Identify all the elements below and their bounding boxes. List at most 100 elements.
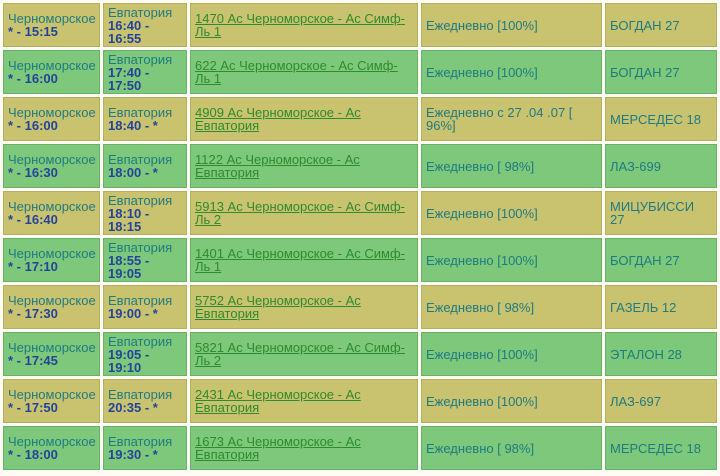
schedule-row: Черноморское * - 17:50 Евпатория 20:35 -… (3, 379, 717, 423)
arrival-station-label: Евпатория (108, 192, 173, 208)
bus-cell: МИЦУБИССИ 27 (605, 191, 717, 235)
departure-station-label: Черноморское (8, 152, 96, 167)
schedule-cell: Ежедневно [100%] (421, 379, 602, 423)
route-cell: 622 Ас Черноморское - Ас Симф-Ль 1 (190, 50, 418, 94)
schedule-cell: Ежедневно [100%] (421, 238, 602, 282)
departure-cell: Черноморское * - 18:00 (3, 426, 100, 470)
arrival-station-label: Евпатория (108, 387, 173, 402)
route-link[interactable]: 4909 Ас Черноморское - Ас Евпатория (195, 105, 361, 133)
departure-time: * - 17:30 (8, 306, 58, 321)
route-link[interactable]: 5913 Ас Черноморское - Ас Симф-Ль 2 (195, 199, 405, 227)
arrival-time: 18:55 - 19:05 (108, 252, 150, 281)
arrival-cell: Евпатория 16:40 - 16:55 (103, 3, 187, 47)
schedule-cell: Ежедневно [100%] (421, 191, 602, 235)
bus-type-label: МИЦУБИССИ 27 (610, 199, 695, 227)
departure-station-label: Черноморское (8, 105, 96, 120)
bus-type-label: МЕРСЕДЕС 18 (610, 440, 702, 456)
arrival-time: 19:05 - 19:10 (108, 346, 150, 375)
route-link[interactable]: 5821 Ас Черноморское - Ас Симф-Ль 2 (195, 340, 405, 368)
schedule-row: Черноморское * - 18:00 Евпатория 19:30 -… (3, 426, 717, 470)
departure-cell: Черноморское * - 16:40 (3, 191, 100, 235)
departure-time: * - 15:15 (8, 24, 58, 39)
route-cell: 5821 Ас Черноморское - Ас Симф-Ль 2 (190, 332, 418, 376)
schedule-row: Черноморское * - 16:30 Евпатория 18:00 -… (3, 144, 717, 188)
route-cell: 5913 Ас Черноморское - Ас Симф-Ль 2 (190, 191, 418, 235)
schedule-row: Черноморское * - 17:10 Евпатория 18:55 -… (3, 238, 717, 282)
departure-time: * - 17:10 (8, 259, 58, 274)
schedule-frequency-label: Ежедневно [ 98%] (426, 440, 535, 456)
departure-station-label: Черноморское (8, 387, 96, 402)
schedule-frequency-label: Ежедневно [100%] (426, 346, 538, 362)
departure-station-label: Черноморское (8, 293, 96, 308)
arrival-cell: Евпатория 19:00 - * (103, 285, 187, 329)
route-link[interactable]: 1470 Ас Черноморское - Ас Симф-Ль 1 (195, 11, 405, 39)
departure-station-label: Черноморское (8, 58, 96, 73)
departure-cell: Черноморское * - 16:00 (3, 50, 100, 94)
bus-cell: ГАЗЕЛЬ 12 (605, 285, 717, 329)
route-link[interactable]: 1401 Ас Черноморское - Ас Симф-Ль 1 (195, 246, 405, 274)
arrival-station-label: Евпатория (108, 105, 173, 120)
departure-station-label: Черноморское (8, 340, 96, 355)
arrival-station-label: Евпатория (108, 434, 173, 449)
departure-time: * - 16:00 (8, 118, 58, 133)
schedule-cell: Ежедневно [100%] (421, 50, 602, 94)
departure-time: * - 17:50 (8, 400, 58, 415)
route-cell: 1470 Ас Черноморское - Ас Симф-Ль 1 (190, 3, 418, 47)
bus-type-label: БОГДАН 27 (610, 64, 680, 80)
departure-time: * - 16:40 (8, 212, 58, 227)
departure-time: * - 16:30 (8, 165, 58, 180)
arrival-time: 19:00 - * (108, 306, 158, 321)
schedule-frequency-label: Ежедневно [100%] (426, 17, 538, 33)
schedule-frequency-label: Ежедневно [ 98%] (426, 158, 535, 174)
schedule-cell: Ежедневно [ 98%] (421, 144, 602, 188)
arrival-cell: Евпатория 18:55 - 19:05 (103, 238, 187, 282)
arrival-cell: Евпатория 18:40 - * (103, 97, 187, 141)
route-link[interactable]: 5752 Ас Черноморское - Ас Евпатория (195, 293, 361, 321)
bus-cell: ЛАЗ-697 (605, 379, 717, 423)
route-link[interactable]: 2431 Ас Черноморское - Ас Евпатория (195, 387, 361, 415)
schedule-frequency-label: Ежедневно [100%] (426, 64, 538, 80)
bus-cell: МЕРСЕДЕС 18 (605, 426, 717, 470)
bus-type-label: МЕРСЕДЕС 18 (610, 111, 702, 127)
bus-type-label: БОГДАН 27 (610, 252, 680, 268)
schedule-cell: Ежедневно [100%] (421, 3, 602, 47)
departure-station-label: Черноморское (8, 11, 96, 26)
departure-cell: Черноморское * - 16:30 (3, 144, 100, 188)
arrival-station-label: Евпатория (108, 293, 173, 308)
arrival-cell: Евпатория 18:10 - 18:15 (103, 191, 187, 235)
schedule-cell: Ежедневно с 27 .04 .07 [ 96%] (421, 97, 602, 141)
departure-cell: Черноморское * - 15:15 (3, 3, 100, 47)
schedule-row: Черноморское * - 17:30 Евпатория 19:00 -… (3, 285, 717, 329)
departure-station-label: Черноморское (8, 246, 96, 261)
bus-type-label: ЛАЗ-697 (610, 393, 661, 409)
schedule-cell: Ежедневно [ 98%] (421, 285, 602, 329)
schedule-frequency-label: Ежедневно с 27 .04 .07 [ 96%] (426, 105, 573, 133)
route-cell: 1673 Ас Черноморское - Ас Евпатория (190, 426, 418, 470)
schedule-cell: Ежедневно [100%] (421, 332, 602, 376)
arrival-cell: Евпатория 20:35 - * (103, 379, 187, 423)
departure-cell: Черноморское * - 16:00 (3, 97, 100, 141)
arrival-station-label: Евпатория (108, 333, 173, 349)
bus-cell: БОГДАН 27 (605, 3, 717, 47)
schedule-row: Черноморское * - 17:45 Евпатория 19:05 -… (3, 332, 717, 376)
schedule-frequency-label: Ежедневно [ 98%] (426, 299, 535, 315)
route-link[interactable]: 622 Ас Черноморское - Ас Симф-Ль 1 (195, 58, 398, 86)
schedule-row: Черноморское * - 15:15 Евпатория 16:40 -… (3, 3, 717, 47)
route-cell: 5752 Ас Черноморское - Ас Евпатория (190, 285, 418, 329)
route-cell: 2431 Ас Черноморское - Ас Евпатория (190, 379, 418, 423)
schedule-frequency-label: Ежедневно [100%] (426, 393, 538, 409)
departure-cell: Черноморское * - 17:30 (3, 285, 100, 329)
bus-cell: ЭТАЛОН 28 (605, 332, 717, 376)
bus-cell: ЛАЗ-699 (605, 144, 717, 188)
schedule-table-body: Черноморское * - 15:15 Евпатория 16:40 -… (3, 3, 717, 470)
schedule-frequency-label: Ежедневно [100%] (426, 252, 538, 268)
schedule-row: Черноморское * - 16:00 Евпатория 18:40 -… (3, 97, 717, 141)
route-link[interactable]: 1673 Ас Черноморское - Ас Евпатория (195, 434, 361, 462)
departure-station-label: Черноморское (8, 434, 96, 449)
route-link[interactable]: 1122 Ас Черноморское - Ас Евпатория (195, 152, 360, 180)
arrival-station-label: Евпатория (108, 239, 173, 255)
route-cell: 1401 Ас Черноморское - Ас Симф-Ль 1 (190, 238, 418, 282)
bus-cell: МЕРСЕДЕС 18 (605, 97, 717, 141)
schedule-cell: Ежедневно [ 98%] (421, 426, 602, 470)
